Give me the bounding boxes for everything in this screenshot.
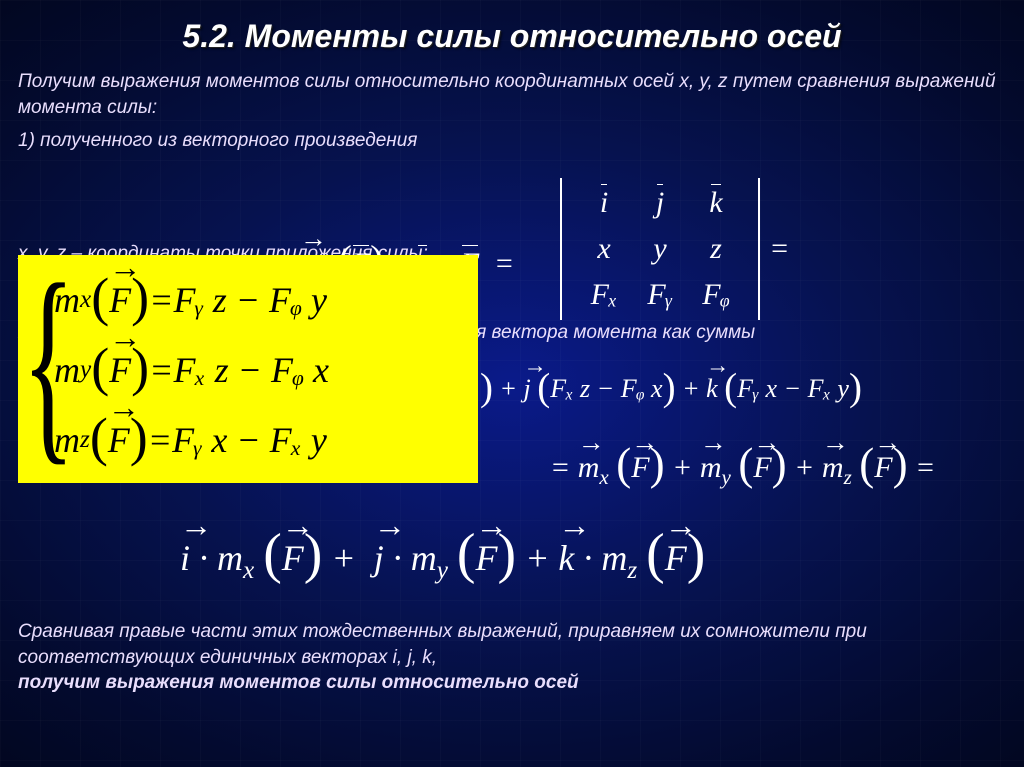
conclusion: Сравнивая правые части этих тождественны… (18, 619, 1006, 696)
intro-paragraph: Получим выражения моментов силы относите… (18, 69, 1006, 120)
section-title: 5.2. Моменты силы относительно осей (18, 18, 1006, 55)
moment-z-formula: mz (F) = Fᵧ x − Fₓ y (54, 405, 472, 475)
item-1: 1) полученного из векторного произведени… (18, 130, 1006, 152)
highlighted-formulas: { mx (F) = Fᵧ z − Fᵩ y my (F) = Fₓ z − F… (18, 255, 478, 483)
